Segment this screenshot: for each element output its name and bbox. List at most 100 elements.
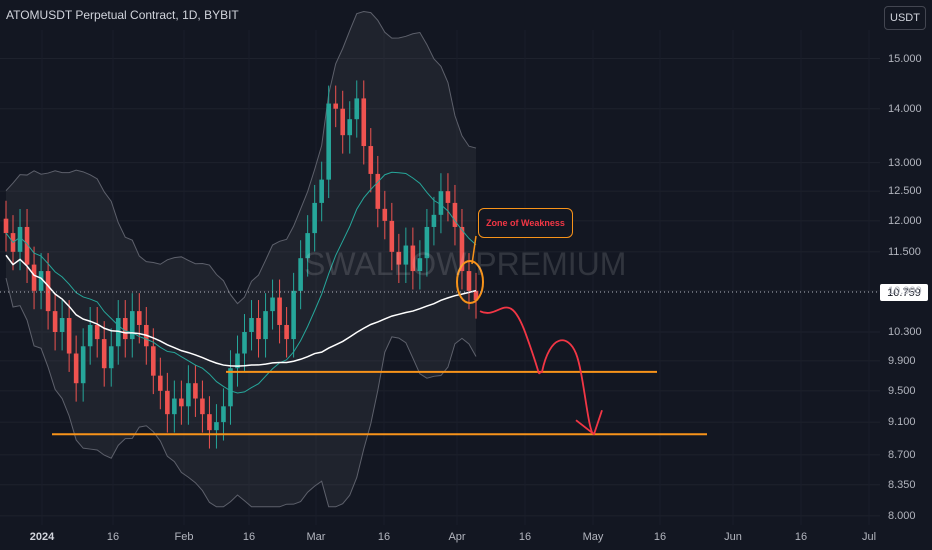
- candle-body: [108, 346, 114, 369]
- candle-body: [452, 202, 458, 227]
- candle-body: [263, 311, 268, 340]
- bollinger-fill: [6, 11, 476, 507]
- bollinger-upper: [5, 11, 477, 305]
- bollinger-basis: [5, 171, 477, 394]
- y-tick-label: 12.500: [888, 185, 922, 198]
- watermark: SWALLOW PREMIUM: [304, 246, 627, 282]
- y-tick-label: 10.900: [888, 284, 922, 297]
- bollinger-lower: [5, 277, 477, 508]
- x-tick-label: 16: [106, 531, 120, 543]
- candle-body: [179, 398, 184, 407]
- support-levels: [52, 370, 707, 436]
- candle-body: [129, 311, 135, 340]
- candle-body: [207, 414, 212, 431]
- chart-grid: [0, 30, 880, 525]
- candle-body: [24, 226, 30, 265]
- candle-body: [151, 346, 156, 376]
- candle-body: [445, 191, 451, 203]
- y-tick-label: 11.500: [888, 245, 921, 258]
- candle-body: [431, 214, 437, 227]
- x-tick-label: 16: [653, 531, 667, 543]
- candle-body: [403, 245, 409, 265]
- candle-body: [235, 353, 240, 369]
- moving-averages: [5, 171, 477, 394]
- x-tick-label: May: [582, 531, 604, 543]
- y-tick-label: 8.350: [888, 478, 916, 491]
- x-tick-label: 16: [242, 531, 256, 543]
- projection-arrowhead: [575, 419, 595, 435]
- zone-of-weakness-label: Zone of Weakness: [478, 208, 573, 238]
- candle-body: [256, 318, 261, 340]
- long-moving-average: [5, 254, 477, 367]
- candle-body: [473, 290, 479, 301]
- candle-body: [87, 324, 93, 347]
- candle-body: [333, 103, 339, 109]
- candle-body: [228, 368, 233, 407]
- x-tick-label: Feb: [174, 531, 194, 543]
- candle-body: [459, 226, 465, 272]
- candle-body: [17, 226, 23, 252]
- candle-body: [3, 218, 9, 234]
- candle-body: [396, 251, 402, 265]
- callout-pointer: [471, 235, 477, 265]
- candle-body: [186, 383, 191, 407]
- candle-body: [466, 271, 472, 291]
- weakness-circle: [456, 260, 484, 304]
- candle-body: [312, 202, 317, 234]
- x-tick-label: Apr: [448, 531, 466, 543]
- candle-body: [200, 398, 205, 415]
- candle-body: [368, 146, 374, 174]
- candle-body: [31, 264, 37, 291]
- candle-body: [361, 98, 367, 147]
- candle-body: [38, 271, 44, 291]
- currency-selector[interactable]: USDT: [884, 6, 926, 30]
- candle-body: [354, 98, 360, 120]
- candle-body: [80, 346, 86, 384]
- candle-body: [319, 179, 324, 203]
- x-tick-label: 2024: [29, 531, 55, 543]
- candle-body: [291, 290, 296, 340]
- x-tick-label: 16: [518, 531, 532, 543]
- candle-body: [305, 233, 310, 259]
- y-tick-label: 14.000: [888, 102, 922, 115]
- candle-body: [389, 220, 395, 252]
- candle-body: [249, 318, 254, 333]
- candle-body: [424, 226, 430, 259]
- y-tick-label: 15.000: [888, 52, 922, 65]
- candle-body: [340, 108, 346, 136]
- x-tick-label: 16: [377, 531, 391, 543]
- x-tick-label: 16: [794, 531, 808, 543]
- candlesticks: [3, 80, 479, 449]
- bollinger-band: [5, 11, 477, 508]
- candle-body: [284, 324, 289, 340]
- y-tick-label: 12.000: [888, 214, 922, 227]
- candle-body: [94, 324, 100, 340]
- candle-body: [214, 422, 219, 431]
- candle-body: [221, 406, 226, 423]
- candle-body: [382, 208, 388, 221]
- candle-body: [115, 318, 121, 347]
- candle-body: [298, 258, 303, 291]
- y-tick-label: 13.000: [888, 156, 922, 169]
- y-tick-label: 9.500: [888, 384, 916, 397]
- y-tick-label: 9.100: [888, 416, 916, 429]
- y-tick-label: 9.900: [888, 354, 916, 367]
- candle-body: [270, 297, 275, 312]
- candle-body: [417, 258, 423, 272]
- candle-body: [66, 318, 72, 354]
- projection-path: [479, 306, 603, 436]
- candle-body: [52, 311, 58, 333]
- candle-body: [375, 173, 381, 209]
- y-tick-label: 8.000: [888, 509, 916, 522]
- candle-body: [45, 271, 51, 312]
- x-tick-label: Mar: [306, 531, 326, 543]
- candle-body: [326, 103, 331, 180]
- candle-body: [172, 398, 177, 415]
- projection-curve: [479, 306, 603, 436]
- candle-body: [59, 318, 65, 333]
- candle-body: [101, 339, 107, 369]
- x-tick-label: Jul: [861, 531, 877, 543]
- candle-body: [410, 245, 416, 272]
- candle-body: [158, 375, 163, 391]
